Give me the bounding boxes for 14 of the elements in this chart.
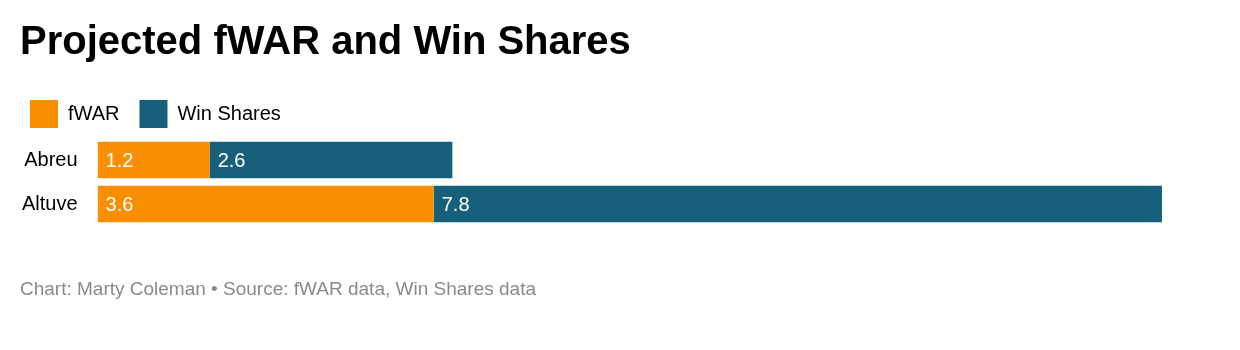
- data-label: 1.2: [105, 148, 134, 171]
- legend-label: fWAR: [68, 101, 120, 124]
- data-label: 3.6: [105, 192, 134, 215]
- y-tick-label: Altuve: [21, 191, 78, 214]
- bar: [97, 141, 210, 179]
- text: Chart: Marty Coleman • Source: fWAR data, Win Shares data: [20, 277, 537, 301]
- data-label: 2.6: [217, 148, 246, 171]
- bar: [433, 185, 1162, 223]
- chart-title: Projected fWAR and Win Shares: [20, 18, 631, 63]
- legend-label: Win Shares: [177, 101, 281, 124]
- bar: [97, 185, 434, 223]
- data-label: 7.8: [441, 192, 470, 215]
- y-tick-label: Abreu: [24, 147, 78, 170]
- bar: [209, 141, 453, 179]
